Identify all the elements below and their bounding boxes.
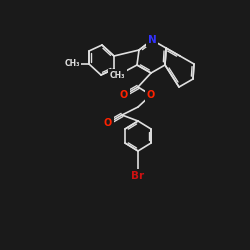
Text: Br: Br bbox=[132, 171, 144, 181]
Text: CH₃: CH₃ bbox=[110, 71, 125, 80]
Text: O: O bbox=[104, 118, 112, 128]
Text: O: O bbox=[147, 90, 155, 100]
Text: N: N bbox=[148, 35, 156, 45]
Text: O: O bbox=[120, 90, 128, 100]
Text: CH₃: CH₃ bbox=[64, 60, 80, 68]
